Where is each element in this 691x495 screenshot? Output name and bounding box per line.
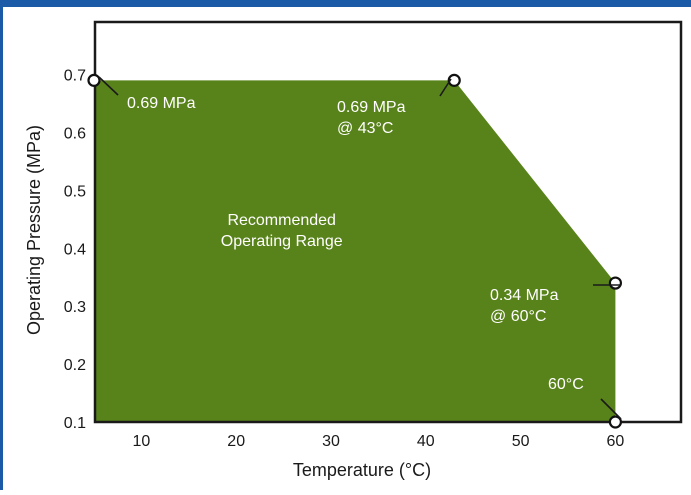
operating-range-area bbox=[94, 80, 616, 422]
x-tick-label: 50 bbox=[512, 433, 530, 450]
annotation-leader-line bbox=[439, 78, 452, 97]
x-tick-label: 30 bbox=[322, 433, 340, 450]
top-accent-bar bbox=[0, 0, 691, 7]
annotations-layer: 0.69 MPa 0.69 MPa @ 43°C 0.34 MPa @ 60°C 60°C bbox=[98, 76, 622, 420]
y-tick-label: 0.2 bbox=[64, 357, 86, 374]
point-annotation: 0.34 MPa @ 60°C bbox=[490, 287, 559, 325]
point-annotation: 0.69 MPa @ 43°C bbox=[337, 99, 406, 137]
annotation-leader-line bbox=[98, 76, 119, 96]
data-points-layer bbox=[87, 73, 623, 429]
y-tick-label: 0.7 bbox=[64, 68, 86, 85]
x-tick-label: 40 bbox=[417, 433, 435, 450]
x-tick-label: 60 bbox=[607, 433, 625, 450]
tick-labels-layer: 0.1 0.2 0.3 0.4 0.5 0.6 0.7 10 20 30 40 50 60 bbox=[64, 68, 625, 450]
y-tick-label: 0.3 bbox=[64, 299, 86, 316]
annotation-leader-line bbox=[600, 398, 622, 420]
x-axis-label: Temperature (°C) bbox=[293, 460, 431, 480]
data-point-marker bbox=[87, 73, 101, 87]
data-point-marker bbox=[608, 276, 623, 290]
y-tick-label: 0.4 bbox=[64, 241, 86, 258]
left-accent-bar bbox=[0, 0, 3, 490]
y-axis-label: Operating Pressure (MPa) bbox=[24, 125, 44, 335]
axes-layer bbox=[93, 20, 683, 424]
y-tick-label: 0.6 bbox=[64, 126, 86, 143]
region-label: Recommended Operating Range bbox=[221, 212, 343, 250]
y-tick-label: 0.5 bbox=[64, 183, 86, 200]
plot-border bbox=[93, 20, 683, 424]
y-tick-label: 0.1 bbox=[64, 415, 86, 432]
x-tick-label: 20 bbox=[227, 433, 245, 450]
data-point-marker bbox=[608, 415, 623, 429]
operating-range-layer: Recommended Operating Range bbox=[94, 80, 616, 422]
point-annotation: 0.69 MPa bbox=[127, 95, 196, 112]
data-point-marker bbox=[447, 73, 461, 87]
x-tick-label: 10 bbox=[133, 433, 151, 450]
point-annotation: 60°C bbox=[548, 376, 584, 393]
